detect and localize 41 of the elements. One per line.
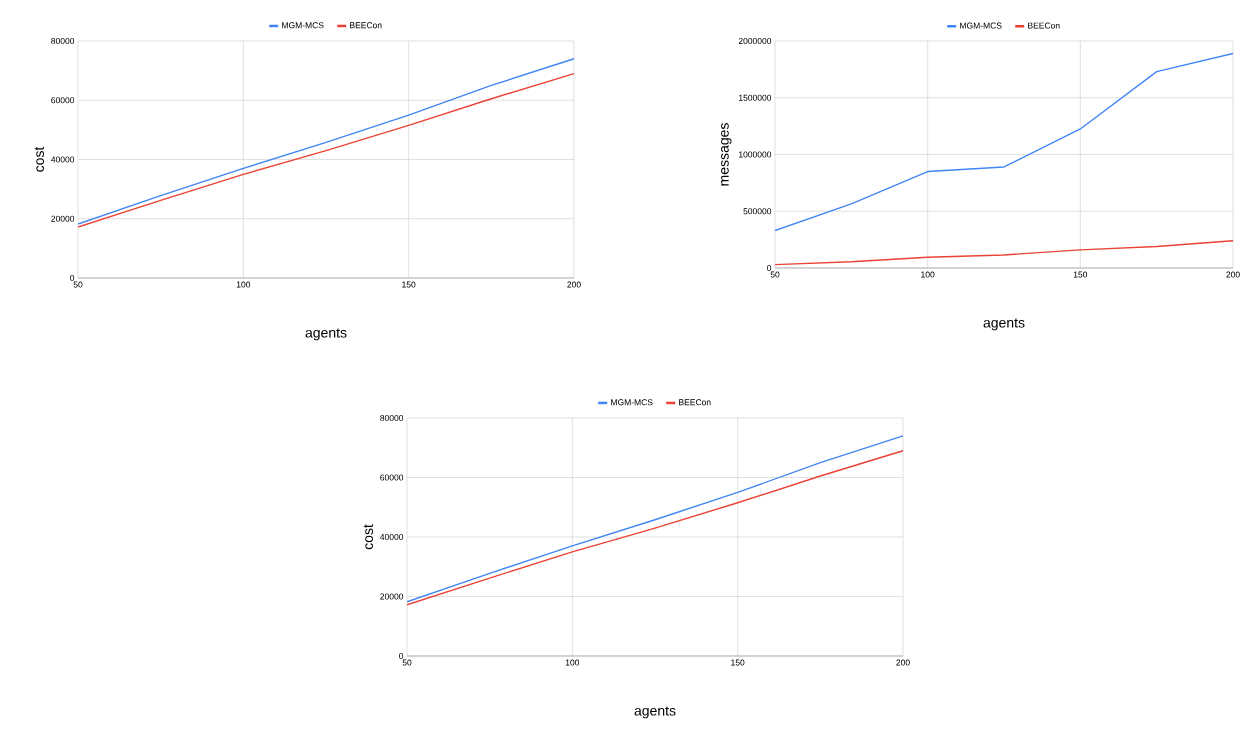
legend-label: MGM-MCS: [960, 22, 1002, 29]
y-tick-label: 40000: [51, 156, 75, 163]
y-axis-title: messages: [721, 123, 732, 186]
y-tick-label: 500000: [743, 208, 772, 215]
x-tick-label: 100: [236, 281, 251, 288]
x-tick-label: 150: [402, 281, 416, 288]
x-tick-label: 150: [731, 659, 745, 666]
y-tick-label: 20000: [51, 215, 75, 222]
y-tick-label: 80000: [380, 415, 404, 422]
legend-label: MGM-MCS: [611, 399, 653, 406]
y-tick-label: 80000: [51, 38, 75, 44]
y-tick-label: 20000: [380, 593, 404, 600]
legend-label: MGM-MCS: [282, 22, 324, 29]
x-tick-label: 100: [921, 271, 935, 278]
x-tick-label: 50: [402, 659, 412, 666]
x-tick-label: 50: [73, 281, 83, 288]
y-axis-title: cost: [34, 146, 44, 172]
y-tick-label: 1000000: [739, 151, 772, 158]
line-series: [775, 240, 1233, 266]
y-tick-label: 60000: [51, 97, 75, 104]
y-tick-label: 1500000: [739, 94, 772, 101]
legend-label: BEECon: [1028, 22, 1060, 29]
y-axis-title: cost: [363, 524, 373, 550]
y-tick-label: 40000: [380, 534, 404, 541]
y-tick-label: 0: [767, 264, 772, 271]
x-axis-title: agents: [305, 328, 347, 341]
x-tick-label: 50: [770, 271, 780, 278]
legend-label: BEECon: [679, 399, 711, 406]
y-tick-label: 60000: [380, 474, 404, 481]
y-tick-label: 0: [399, 652, 404, 659]
x-tick-label: 200: [567, 281, 581, 288]
x-axis-title: agents: [983, 318, 1025, 331]
x-tick-label: 150: [1073, 271, 1088, 278]
y-tick-label: 0: [70, 274, 75, 281]
y-tick-label: 2000000: [738, 38, 772, 44]
x-axis-title: agents: [634, 706, 676, 719]
x-tick-label: 200: [1226, 271, 1240, 278]
x-tick-label: 100: [565, 659, 580, 666]
legend-label: BEECon: [350, 22, 382, 29]
x-tick-label: 200: [896, 659, 910, 666]
line-series: [775, 52, 1233, 232]
